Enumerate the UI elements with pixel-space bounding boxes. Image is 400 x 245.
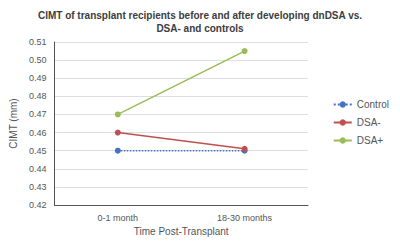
svg-text:CIMT (mm): CIMT (mm) — [8, 98, 19, 148]
svg-text:Time Post-Transplant: Time Post-Transplant — [134, 226, 229, 237]
svg-text:0.43: 0.43 — [29, 182, 47, 192]
svg-text:0.50: 0.50 — [29, 55, 47, 65]
svg-text:DSA- and controls: DSA- and controls — [156, 23, 244, 34]
svg-text:0.44: 0.44 — [29, 164, 47, 174]
svg-text:0.45: 0.45 — [29, 146, 47, 156]
svg-text:Control: Control — [357, 99, 389, 110]
svg-text:0.49: 0.49 — [29, 73, 47, 83]
svg-text:0.51: 0.51 — [29, 37, 47, 47]
svg-text:CIMT of transplant recipients: CIMT of transplant recipients before and… — [38, 10, 362, 21]
svg-text:0.47: 0.47 — [29, 109, 47, 119]
svg-text:18-30 months: 18-30 months — [217, 213, 273, 223]
svg-text:0.42: 0.42 — [29, 200, 47, 210]
svg-text:DSA-: DSA- — [357, 117, 381, 128]
svg-text:0.48: 0.48 — [29, 91, 47, 101]
svg-text:0-1 month: 0-1 month — [98, 213, 139, 223]
svg-text:DSA+: DSA+ — [357, 135, 384, 146]
svg-text:0.46: 0.46 — [29, 128, 47, 138]
